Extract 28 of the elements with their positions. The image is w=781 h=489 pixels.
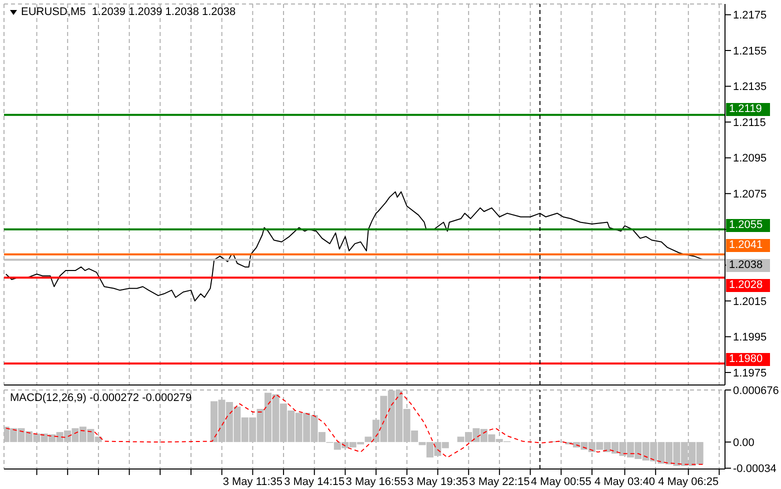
chart-title: MACD(12,26,9) -0.000272 -0.000279	[10, 392, 192, 404]
y-tick-label: -0.00034	[733, 463, 776, 476]
y-tick-label: 0.00	[733, 436, 754, 449]
y-tick-label: 1.2155	[733, 45, 767, 58]
x-tick-label: 3 May 14:15	[284, 476, 345, 488]
x-tick-label: 4 May 00:55	[530, 476, 592, 488]
ref-line-label: 1.1980	[726, 353, 770, 366]
y-tick-label: 1.1995	[733, 332, 767, 344]
ref-line-label: 1.2038	[726, 258, 770, 272]
ref-line-label: 1.2119	[726, 103, 770, 116]
x-tick-label: 3 May 16:55	[346, 476, 406, 488]
x-tick-label: 3 May 19:35	[407, 476, 468, 488]
y-tick-label: 1.2015	[733, 296, 767, 308]
x-tick-label: 4 May 06:25	[658, 476, 719, 488]
y-tick-label: 1.2135	[733, 81, 767, 94]
ref-line-label: 1.2041	[726, 238, 770, 252]
ref-line-label: 1.2028	[726, 278, 770, 292]
x-tick-label: 4 May 03:40	[594, 476, 656, 488]
x-tick-label: 3 May 22:15	[469, 476, 530, 488]
ref-line-label: 1.2055	[726, 218, 770, 232]
y-tick-label: 1.2175	[733, 10, 767, 22]
chart-title: EURUSD,M5 1.2039 1.2039 1.2038 1.2038	[21, 6, 236, 18]
y-tick-label: 1.2115	[733, 116, 766, 129]
x-tick-label: 3 May 11:35	[222, 476, 283, 488]
y-tick-label: 1.1975	[733, 367, 767, 380]
y-tick-label: 0.000676	[733, 384, 779, 397]
y-tick-label: 1.2095	[733, 152, 767, 165]
y-tick-label: 1.2075	[733, 188, 767, 201]
